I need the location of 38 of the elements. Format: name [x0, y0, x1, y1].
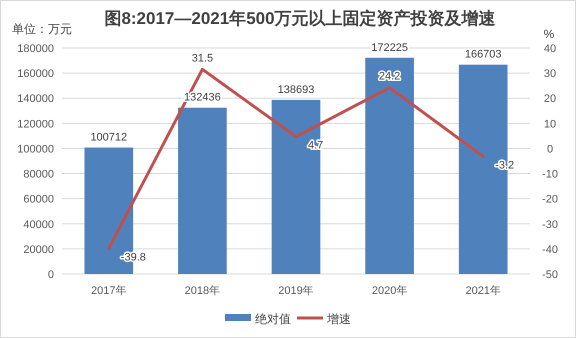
y2-tick-label: -50 — [542, 269, 558, 281]
data-label: 166703 — [464, 48, 502, 61]
y-tick-label: 20000 — [23, 244, 54, 256]
y-tick-label: 120000 — [17, 118, 54, 130]
chart-title: 图8:2017—2021年500万元以上固定资产投资及增速 — [104, 9, 496, 28]
y2-tick-label: 30 — [544, 68, 556, 80]
y-tick-label: 100000 — [17, 143, 54, 156]
y2-axis-title: % — [544, 27, 555, 41]
data-label: 100712 — [90, 132, 128, 144]
y-tick-label: 80000 — [23, 168, 54, 181]
bar — [178, 108, 227, 274]
y-axis-title: 单位：万元 — [12, 22, 72, 36]
y2-tick-label: 40 — [544, 43, 556, 55]
y-tick-label: 160000 — [17, 68, 54, 80]
data-label: 31.5 — [192, 52, 214, 64]
legend-label: 绝对值 — [255, 312, 291, 326]
y-tick-label: 40000 — [23, 218, 54, 231]
legend-label: 增速 — [326, 312, 351, 326]
y-tick-label: 180000 — [17, 43, 54, 55]
y2-tick-label: 10 — [544, 118, 556, 130]
y2-tick-label: -30 — [542, 218, 558, 231]
y2-tick-label: 20 — [544, 93, 556, 106]
bar — [365, 58, 414, 274]
x-tick-label: 2021年 — [465, 285, 501, 297]
y2-tick-label: -10 — [542, 168, 558, 181]
y2-tick-label: 0 — [546, 143, 554, 156]
y-tick-label: 140000 — [17, 93, 54, 106]
y-tick-label: 60000 — [23, 194, 54, 206]
x-tick-label: 2018年 — [184, 285, 220, 297]
data-label: 24.2 — [378, 70, 400, 83]
x-tick-label: 2020年 — [372, 285, 408, 297]
data-label: 172225 — [371, 42, 408, 54]
x-tick-label: 2019年 — [278, 285, 314, 297]
y2-tick-label: -20 — [542, 194, 558, 206]
data-label: 138693 — [278, 84, 314, 96]
y-tick-label: 0 — [48, 269, 54, 281]
y2-tick-label: -40 — [542, 244, 558, 256]
x-tick-label: 2017年 — [91, 285, 127, 297]
